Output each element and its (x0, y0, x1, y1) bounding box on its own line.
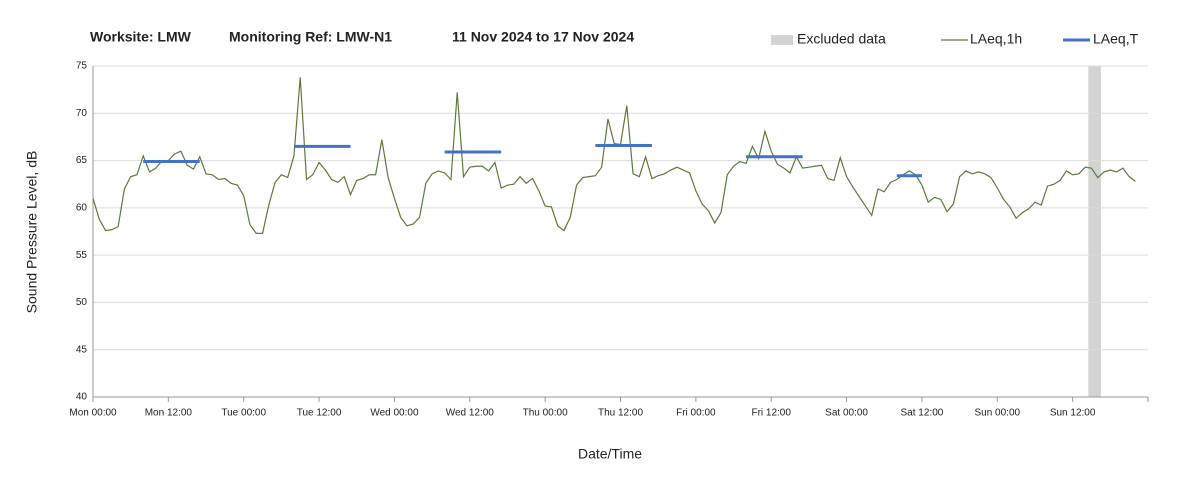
y-tick-label: 40 (76, 392, 88, 403)
y-tick-label: 55 (76, 250, 88, 261)
x-tick-label: Sun 00:00 (974, 408, 1020, 419)
title-worksite: Worksite: LMW (90, 29, 192, 45)
y-axis-label: Sound Pressure Level, dB (24, 151, 40, 314)
x-tick-label: Sun 12:00 (1050, 408, 1096, 419)
excluded-band (1088, 66, 1101, 397)
x-tick-label: Tue 00:00 (221, 408, 266, 419)
x-axis-label: Date/Time (578, 446, 642, 462)
legend-label: LAeq,1h (970, 31, 1022, 47)
x-tick-label: Thu 00:00 (523, 408, 568, 419)
x-tick-label: Mon 12:00 (145, 408, 193, 419)
x-tick-label: Wed 12:00 (446, 408, 495, 419)
x-tick-label: Tue 12:00 (297, 408, 342, 419)
y-tick-label: 70 (76, 108, 88, 119)
line-series (92, 77, 1136, 234)
title-ref: Monitoring Ref: LMW-N1 (229, 29, 392, 45)
x-tick-label: Wed 00:00 (370, 408, 419, 419)
legend-swatch (771, 35, 793, 45)
x-tick-label: Sat 00:00 (825, 408, 868, 419)
x-tick-label: Thu 12:00 (598, 408, 643, 419)
y-tick-label: 45 (76, 344, 88, 355)
title-dates: 11 Nov 2024 to 17 Nov 2024 (452, 29, 634, 45)
x-tick-label: Fri 00:00 (676, 408, 716, 419)
y-tick-label: 75 (76, 61, 88, 72)
x-tick-label: Mon 00:00 (69, 408, 117, 419)
y-tick-label: 65 (76, 155, 88, 166)
y-tick-label: 60 (76, 202, 88, 213)
y-tick-label: 50 (76, 297, 88, 308)
legend-label: LAeq,T (1093, 31, 1139, 47)
x-tick-label: Sat 12:00 (901, 408, 944, 419)
x-tick-label: Fri 12:00 (751, 408, 791, 419)
legend-label: Excluded data (797, 31, 886, 47)
